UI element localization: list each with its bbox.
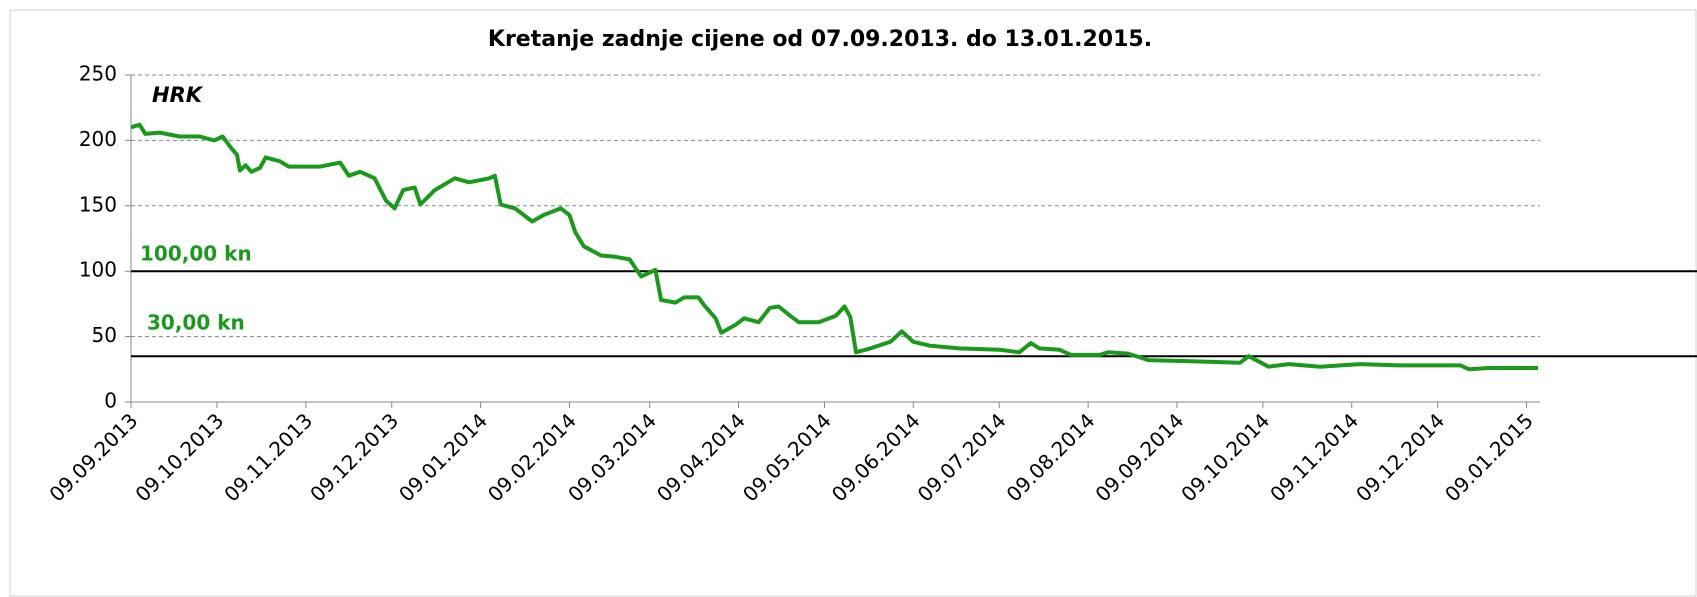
y-tick-label: 50 xyxy=(92,323,117,347)
unit-label: HRK xyxy=(152,83,204,107)
y-tick-label: 150 xyxy=(79,192,117,216)
y-tick-label: 250 xyxy=(79,62,117,86)
price-line xyxy=(130,122,1538,372)
annotation: 30,00 kn xyxy=(147,311,245,335)
chart-frame xyxy=(9,9,1697,597)
y-tick-label: 0 xyxy=(104,389,117,413)
y-tick-label: 100 xyxy=(79,258,117,282)
chart-title: Kretanje zadnje cijene od 07.09.2013. do… xyxy=(488,27,1152,52)
y-tick-label: 200 xyxy=(79,127,117,151)
annotation: 100,00 kn xyxy=(140,242,252,266)
